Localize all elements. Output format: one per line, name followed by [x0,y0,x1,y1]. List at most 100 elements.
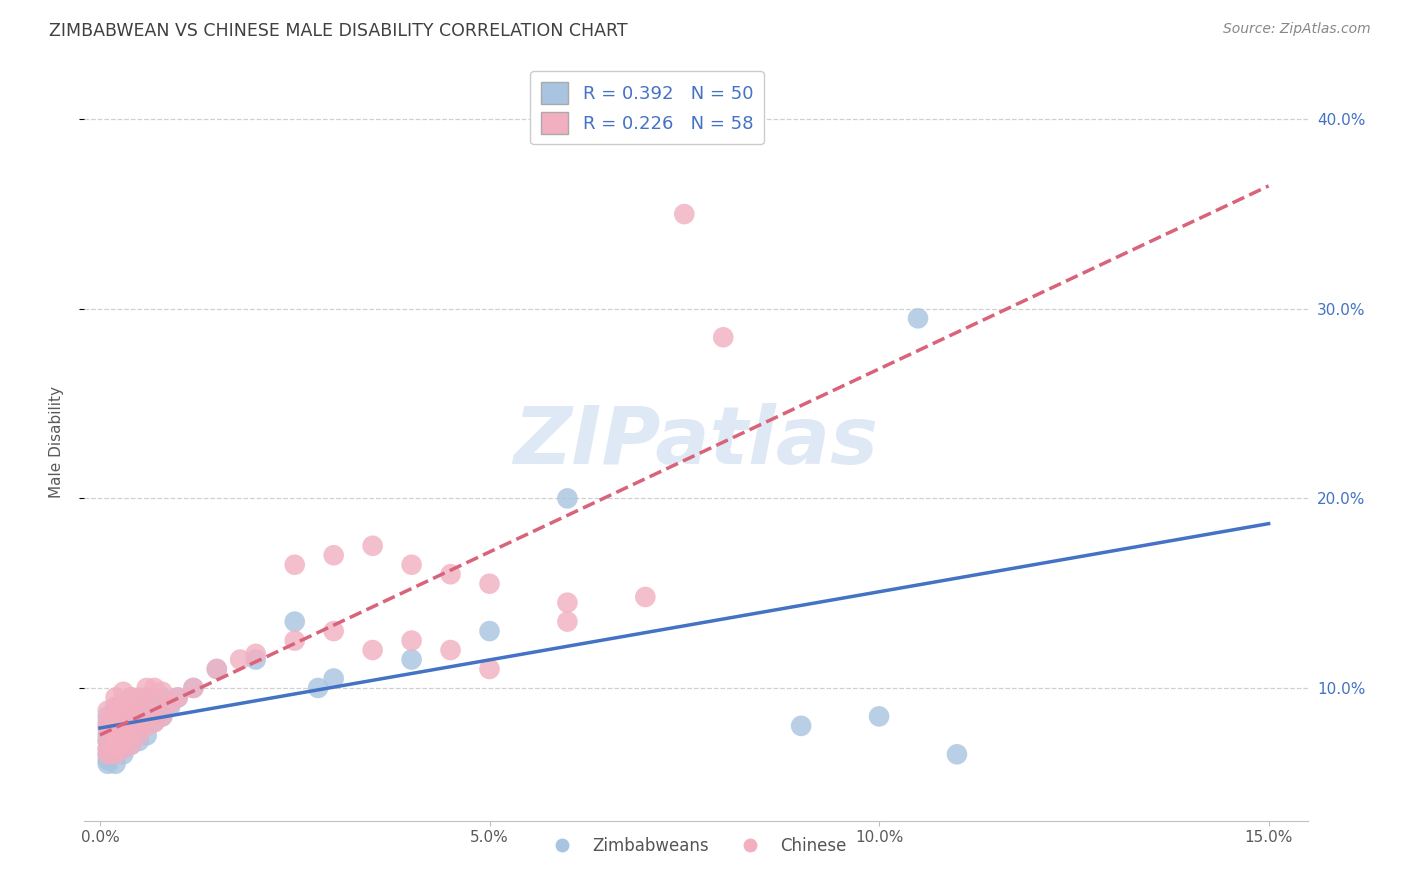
Point [439,643,461,657]
Point [322,548,344,563]
Point [97,723,120,737]
Point [112,723,135,737]
Point [245,647,267,661]
Point [150,685,173,699]
Point [557,615,579,629]
Point [711,330,734,344]
Point [112,734,135,748]
Point [104,741,127,756]
Point [97,719,120,733]
Point [790,719,813,733]
Point [120,690,142,705]
Point [135,728,157,742]
Point [205,662,228,676]
Point [361,539,384,553]
Point [128,719,150,733]
Point [104,699,127,714]
Point [205,662,228,676]
Point [135,709,157,723]
Point [946,747,969,762]
Point [284,558,307,572]
Point [401,633,423,648]
Point [97,753,120,767]
Point [112,696,135,710]
Point [166,690,188,705]
Point [322,672,344,686]
Point [478,662,501,676]
Text: ZIMBABWEAN VS CHINESE MALE DISABILITY CORRELATION CHART: ZIMBABWEAN VS CHINESE MALE DISABILITY CO… [49,22,628,40]
Point [120,738,142,752]
Point [104,734,127,748]
Point [112,709,135,723]
Point [104,715,127,730]
Point [128,728,150,742]
Point [112,734,135,748]
Point [143,696,166,710]
Point [245,652,267,666]
Point [166,690,188,705]
Point [104,690,127,705]
Point [159,699,181,714]
Point [120,738,142,752]
Point [557,596,579,610]
Point [120,715,142,730]
Point [322,624,344,639]
Point [143,696,166,710]
Point [97,728,120,742]
Point [128,709,150,723]
Point [112,747,135,762]
Point [112,709,135,723]
Point [439,567,461,582]
Text: Source: ZipAtlas.com: Source: ZipAtlas.com [1223,22,1371,37]
Point [104,747,127,762]
Point [97,741,120,756]
Point [97,734,120,748]
Point [104,756,127,771]
Point [104,741,127,756]
Point [97,747,120,762]
Point [557,491,579,506]
Legend: Zimbabweans, Chinese: Zimbabweans, Chinese [538,830,853,862]
Point [112,723,135,737]
Point [135,690,157,705]
Point [97,704,120,718]
Point [361,643,384,657]
Point [229,652,252,666]
Point [150,709,173,723]
Point [97,734,120,748]
Point [183,681,205,695]
Point [120,715,142,730]
Point [104,709,127,723]
Point [120,690,142,705]
Y-axis label: Male Disability: Male Disability [49,385,63,498]
Point [478,576,501,591]
Point [673,207,696,221]
Point [97,756,120,771]
Point [104,723,127,737]
Point [401,558,423,572]
Point [634,590,657,604]
Point [478,624,501,639]
Point [97,747,120,762]
Point [104,699,127,714]
Point [135,719,157,733]
Point [120,728,142,742]
Point [97,741,120,756]
Point [183,681,205,695]
Point [120,699,142,714]
Point [135,699,157,714]
Point [97,709,120,723]
Point [112,696,135,710]
Point [868,709,890,723]
Point [120,728,142,742]
Point [104,734,127,748]
Point [112,741,135,756]
Point [150,690,173,705]
Point [284,615,307,629]
Point [135,681,157,695]
Point [104,723,127,737]
Text: ZIPatlas: ZIPatlas [513,402,879,481]
Point [112,685,135,699]
Point [907,311,929,326]
Point [401,652,423,666]
